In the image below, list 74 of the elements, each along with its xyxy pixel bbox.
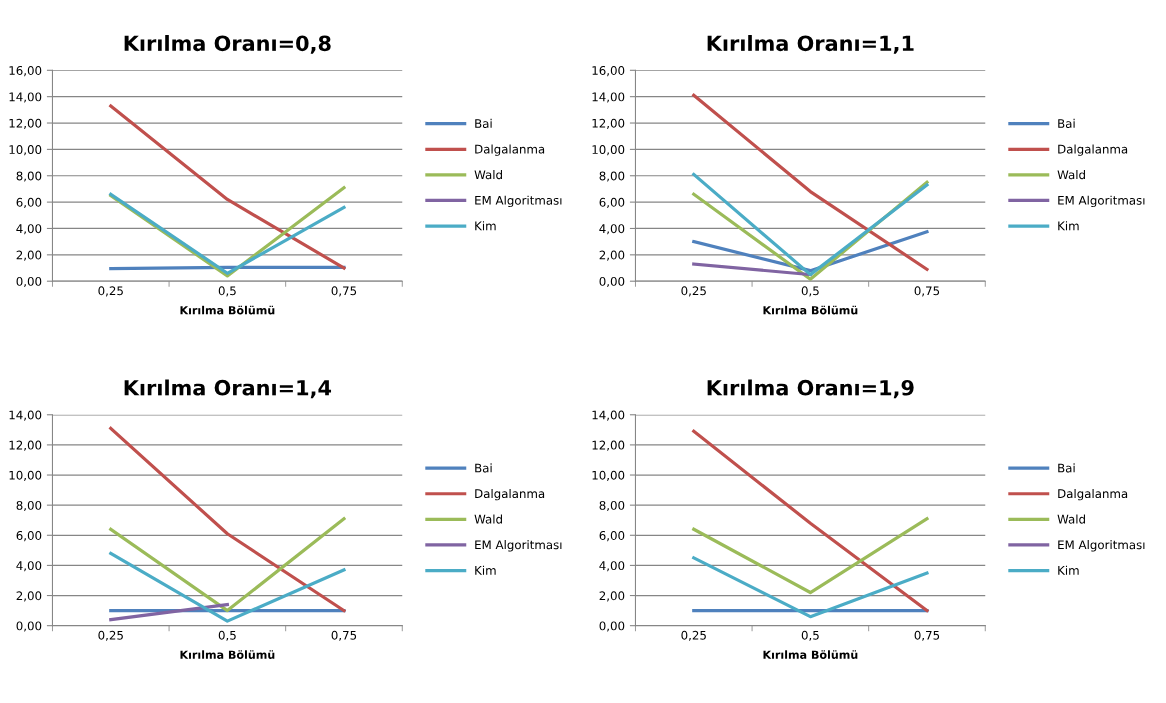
legend-label: Dalgalanma xyxy=(475,488,545,501)
y-tick-label: 16,00 xyxy=(9,66,42,77)
y-tick-label: 14,00 xyxy=(592,92,625,103)
x-tick-label: 0,5 xyxy=(801,630,819,641)
legend-label: EM Algoritması xyxy=(475,195,562,208)
y-tick-label: 4,00 xyxy=(16,224,42,235)
y-tick-label: 0,00 xyxy=(16,276,42,288)
y-tick-label: 0,00 xyxy=(599,276,625,288)
x-tick-label: 0,25 xyxy=(98,286,123,297)
legend-label: Kim xyxy=(1058,565,1079,575)
y-tick-label: 14,00 xyxy=(9,410,42,421)
legend-label: EM Algoritması xyxy=(475,540,562,552)
x-tick-label: 0,5 xyxy=(218,286,236,297)
x-axis-title: Kırılma Bölümü xyxy=(180,650,275,659)
legend-label: Wald xyxy=(474,170,502,180)
chart-title: Kırılma Oranı=1,1 xyxy=(707,35,914,54)
y-tick-label: 6,00 xyxy=(599,531,625,542)
y-tick-label: 14,00 xyxy=(9,92,42,103)
y-tick-label: 2,00 xyxy=(599,250,625,261)
legend-label: Dalgalanma xyxy=(1058,488,1128,501)
y-tick-label: 12,00 xyxy=(592,118,625,129)
x-axis-title: Kırılma Bölümü xyxy=(763,650,858,659)
y-tick-label: 0,00 xyxy=(16,621,42,632)
y-tick-label: 8,00 xyxy=(16,171,42,182)
chart-title: Kırılma Oranı=1,4 xyxy=(124,379,332,399)
x-tick-label: 0,25 xyxy=(681,286,706,297)
legend-label: Wald xyxy=(1057,170,1085,180)
x-tick-label: 0,75 xyxy=(914,630,940,641)
legend-label: Kim xyxy=(475,565,496,575)
y-tick-label: 10,00 xyxy=(592,470,625,481)
legend-label: Kim xyxy=(475,221,496,231)
legend-label: Bai xyxy=(475,118,492,128)
y-tick-label: 12,00 xyxy=(592,440,625,451)
y-tick-label: 0,00 xyxy=(599,621,625,632)
x-tick-label: 0,5 xyxy=(218,630,236,641)
legend-label: Wald xyxy=(474,514,502,524)
y-tick-label: 10,00 xyxy=(9,145,42,156)
legend-label: Bai xyxy=(1058,463,1075,473)
legend-label: EM Algoritması xyxy=(1058,540,1145,552)
x-tick-label: 0,75 xyxy=(331,630,357,641)
y-tick-label: 10,00 xyxy=(9,470,42,481)
y-tick-label: 4,00 xyxy=(16,561,42,572)
y-tick-label: 2,00 xyxy=(16,591,42,602)
y-tick-label: 8,00 xyxy=(599,171,625,182)
x-axis-title: Kırılma Bölümü xyxy=(763,305,858,315)
y-tick-label: 10,00 xyxy=(592,145,625,156)
legend-label: Bai xyxy=(475,463,492,473)
y-tick-label: 14,00 xyxy=(592,410,625,421)
y-tick-label: 16,00 xyxy=(592,66,625,77)
x-tick-label: 0,75 xyxy=(331,286,357,297)
legend-label: Dalgalanma xyxy=(475,144,545,156)
legend-label: Bai xyxy=(1058,118,1075,128)
chart-title: Kırılma Oranı=0,8 xyxy=(124,35,331,54)
x-tick-label: 0,25 xyxy=(98,630,123,641)
y-tick-label: 2,00 xyxy=(599,591,625,602)
x-tick-label: 0,75 xyxy=(914,286,940,297)
legend-label: Wald xyxy=(1057,514,1085,524)
legend-label: Dalgalanma xyxy=(1058,144,1128,156)
y-tick-label: 6,00 xyxy=(599,197,625,208)
y-tick-label: 8,00 xyxy=(16,500,42,512)
y-tick-label: 8,00 xyxy=(599,500,625,512)
y-tick-label: 4,00 xyxy=(599,561,625,572)
legend-label: Kim xyxy=(1058,221,1079,231)
chart-title: Kırılma Oranı=1,9 xyxy=(707,379,914,399)
y-tick-label: 6,00 xyxy=(16,531,42,542)
x-tick-label: 0,25 xyxy=(681,630,706,641)
x-tick-label: 0,5 xyxy=(801,286,819,297)
y-tick-label: 12,00 xyxy=(9,440,42,451)
x-axis-title: Kırılma Bölümü xyxy=(180,305,275,315)
y-tick-label: 4,00 xyxy=(599,224,625,235)
y-tick-label: 12,00 xyxy=(9,118,42,129)
y-tick-label: 6,00 xyxy=(16,197,42,208)
legend-label: EM Algoritması xyxy=(1058,195,1145,208)
y-tick-label: 2,00 xyxy=(16,250,42,261)
